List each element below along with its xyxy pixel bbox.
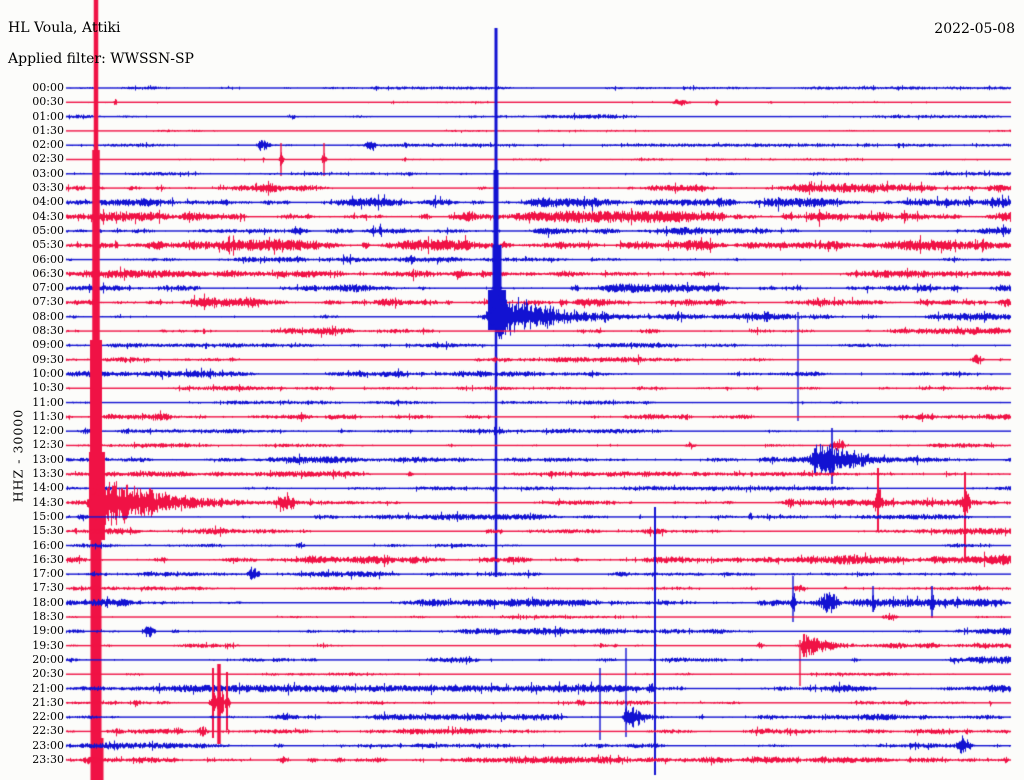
time-label: 13:30 [32,467,64,481]
time-label: 18:00 [32,595,64,609]
time-label: 15:00 [32,509,64,523]
time-label: 19:30 [32,638,64,652]
time-label: 14:00 [32,481,64,495]
time-label: 23:30 [32,753,64,766]
time-label: 20:30 [32,667,64,681]
time-label: 06:30 [32,266,64,280]
time-label: 14:30 [32,495,64,509]
time-label: 15:30 [32,524,64,538]
time-label: 16:30 [32,552,64,566]
time-label: 04:00 [32,195,64,209]
time-label: 09:00 [32,338,64,352]
time-label: 05:30 [32,238,64,252]
time-label: 03:00 [32,166,64,180]
time-label: 02:30 [32,152,64,166]
time-label: 08:30 [32,324,64,338]
time-label: 20:00 [32,652,64,666]
time-label: 00:30 [32,95,64,109]
time-label: 17:30 [32,581,64,595]
time-label: 05:00 [32,223,64,237]
time-label: 09:30 [32,352,64,366]
time-label: 21:30 [32,695,64,709]
time-label: 03:30 [32,181,64,195]
time-label: 21:00 [32,681,64,695]
time-label: 01:00 [32,109,64,123]
time-label: 16:00 [32,538,64,552]
time-label: 10:30 [32,381,64,395]
time-label: 11:30 [32,409,64,423]
time-label: 06:00 [32,252,64,266]
applied-filter-label: Applied filter: WWSSN-SP [8,51,194,67]
time-label: 07:30 [32,295,64,309]
time-label: 22:00 [32,710,64,724]
time-label: 00:00 [32,81,64,94]
time-label: 02:00 [32,138,64,152]
time-label: 01:30 [32,123,64,137]
time-label: 08:00 [32,309,64,323]
time-label: 18:30 [32,610,64,624]
time-label: 13:00 [32,452,64,466]
time-label: 12:00 [32,424,64,438]
time-label: 22:30 [32,724,64,738]
time-label: 07:00 [32,281,64,295]
station-title: HL Voula, Attiki [8,20,121,36]
time-label: 23:00 [32,738,64,752]
time-label: 12:30 [32,438,64,452]
time-label: 04:30 [32,209,64,223]
time-label: 19:00 [32,624,64,638]
time-label: 10:00 [32,366,64,380]
time-label: 11:00 [32,395,64,409]
time-label: 17:00 [32,567,64,581]
date-label: 2022-05-08 [934,21,1015,37]
